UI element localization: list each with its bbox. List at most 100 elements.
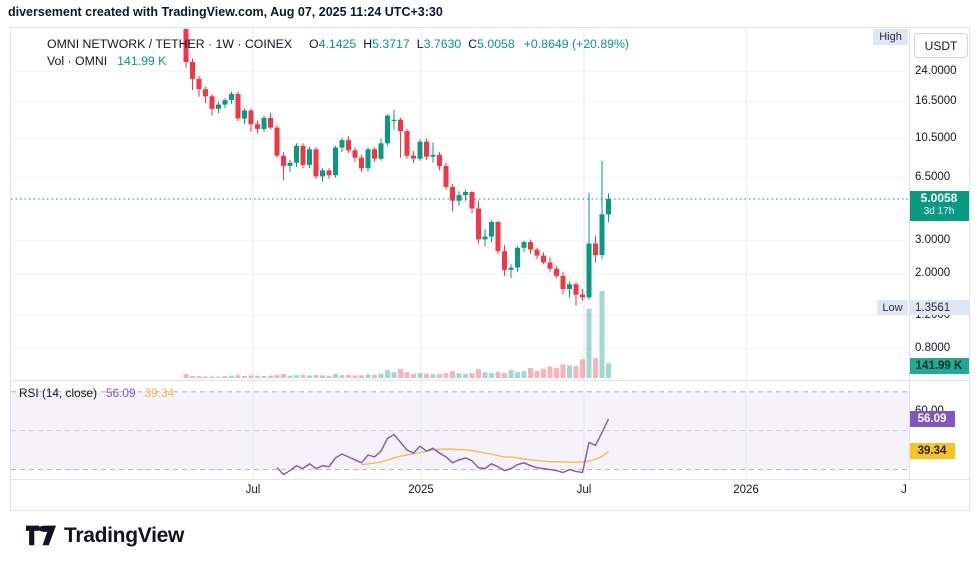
candle-body: [183, 29, 189, 62]
candle-body: [430, 154, 436, 157]
candle-body: [495, 221, 501, 252]
volume-bar: [209, 376, 215, 378]
volume-bar: [313, 375, 319, 378]
candle-body: [203, 89, 208, 97]
candle-body: [281, 155, 286, 166]
volume-bar: [268, 375, 273, 378]
volume-bar: [196, 376, 202, 378]
volume-bar: [502, 373, 507, 378]
volume-bar: [255, 376, 260, 378]
candle-body: [300, 145, 306, 165]
volume-bar: [346, 374, 351, 378]
candle-body: [196, 78, 202, 90]
candle-body: [411, 155, 416, 159]
candle-body: [450, 186, 455, 201]
volume-bar: [482, 372, 488, 378]
candle-body: [567, 284, 572, 290]
candle-body: [437, 154, 442, 166]
candle-body: [502, 251, 507, 270]
volume-bar: [190, 376, 195, 378]
candle-body: [385, 115, 390, 144]
candle-body: [489, 221, 494, 237]
candle-body: [541, 255, 546, 263]
candle-body: [534, 249, 540, 256]
candle-body: [339, 140, 345, 148]
candle-body: [560, 275, 566, 289]
candle-body: [346, 140, 351, 151]
candle-body: [190, 62, 195, 79]
volume-bar: [294, 375, 299, 378]
candle-body: [404, 131, 410, 156]
volume-bar: [560, 364, 566, 378]
volume-bar: [515, 372, 520, 378]
candle-body: [463, 192, 468, 196]
volume-bar: [586, 308, 592, 378]
candle-body: [398, 119, 403, 132]
candle-body: [417, 141, 423, 159]
volume-bar: [287, 375, 293, 378]
volume-bar: [567, 365, 572, 378]
candle-body: [320, 170, 325, 177]
candle-body: [255, 124, 260, 129]
candle-body: [333, 147, 338, 176]
volume-bar: [203, 376, 208, 378]
candle-body: [229, 94, 234, 101]
candle-body: [593, 243, 598, 255]
candle-body: [326, 170, 332, 176]
volume-bar: [508, 370, 514, 378]
candle-body: [508, 267, 514, 270]
volume-bar: [411, 374, 416, 378]
candle-body: [606, 199, 611, 215]
candle-body: [573, 284, 579, 295]
volume-bar: [593, 358, 598, 378]
volume-bar: [229, 375, 234, 378]
candle-body: [391, 119, 397, 121]
chart-widget: OMNI NETWORK / TETHER · 1W · COINEX O4.14…: [10, 27, 970, 511]
candle-body: [599, 214, 605, 255]
candle-body: [372, 149, 377, 159]
volume-bar: [443, 373, 449, 378]
candle-body: [261, 118, 267, 129]
candle-body: [580, 294, 585, 298]
volume-bar: [248, 375, 254, 378]
candle-body: [424, 141, 429, 157]
volume-bar: [554, 368, 559, 378]
candle-body: [515, 247, 520, 268]
candle-body: [287, 162, 293, 166]
volume-bar: [326, 375, 332, 378]
volume-bar: [489, 373, 494, 378]
tradingview-icon: [26, 525, 56, 546]
volume-bar: [521, 371, 527, 378]
volume-bar: [417, 373, 423, 378]
volume-bar: [599, 291, 605, 378]
chart-plot-area[interactable]: [11, 28, 969, 510]
volume-bar: [495, 372, 501, 378]
candle-body: [547, 262, 553, 269]
volume-bar: [235, 375, 241, 378]
volume-bar: [424, 374, 429, 378]
volume-bar: [580, 359, 585, 379]
candle-body: [313, 149, 319, 177]
candle-body: [242, 110, 247, 119]
candle-body: [443, 165, 449, 187]
volume-bar: [456, 373, 462, 378]
candle-body: [586, 243, 592, 298]
candle-body: [352, 150, 358, 158]
volume-bar: [333, 374, 338, 378]
volume-bar: [541, 369, 546, 378]
volume-bar: [222, 376, 228, 378]
volume-bar: [378, 373, 384, 378]
volume-bar: [365, 374, 371, 379]
attribution-text: diversement created with TradingView.com…: [8, 5, 443, 19]
tradingview-logo[interactable]: TradingView: [26, 524, 184, 548]
candle-body: [528, 242, 533, 250]
volume-bar: [430, 374, 436, 379]
volume-bar: [528, 368, 533, 378]
volume-bar: [242, 376, 247, 378]
volume-bar: [606, 363, 611, 378]
volume-bar: [183, 374, 189, 378]
volume-bar: [339, 375, 345, 378]
volume-bar: [450, 371, 455, 378]
volume-bar: [534, 371, 540, 378]
